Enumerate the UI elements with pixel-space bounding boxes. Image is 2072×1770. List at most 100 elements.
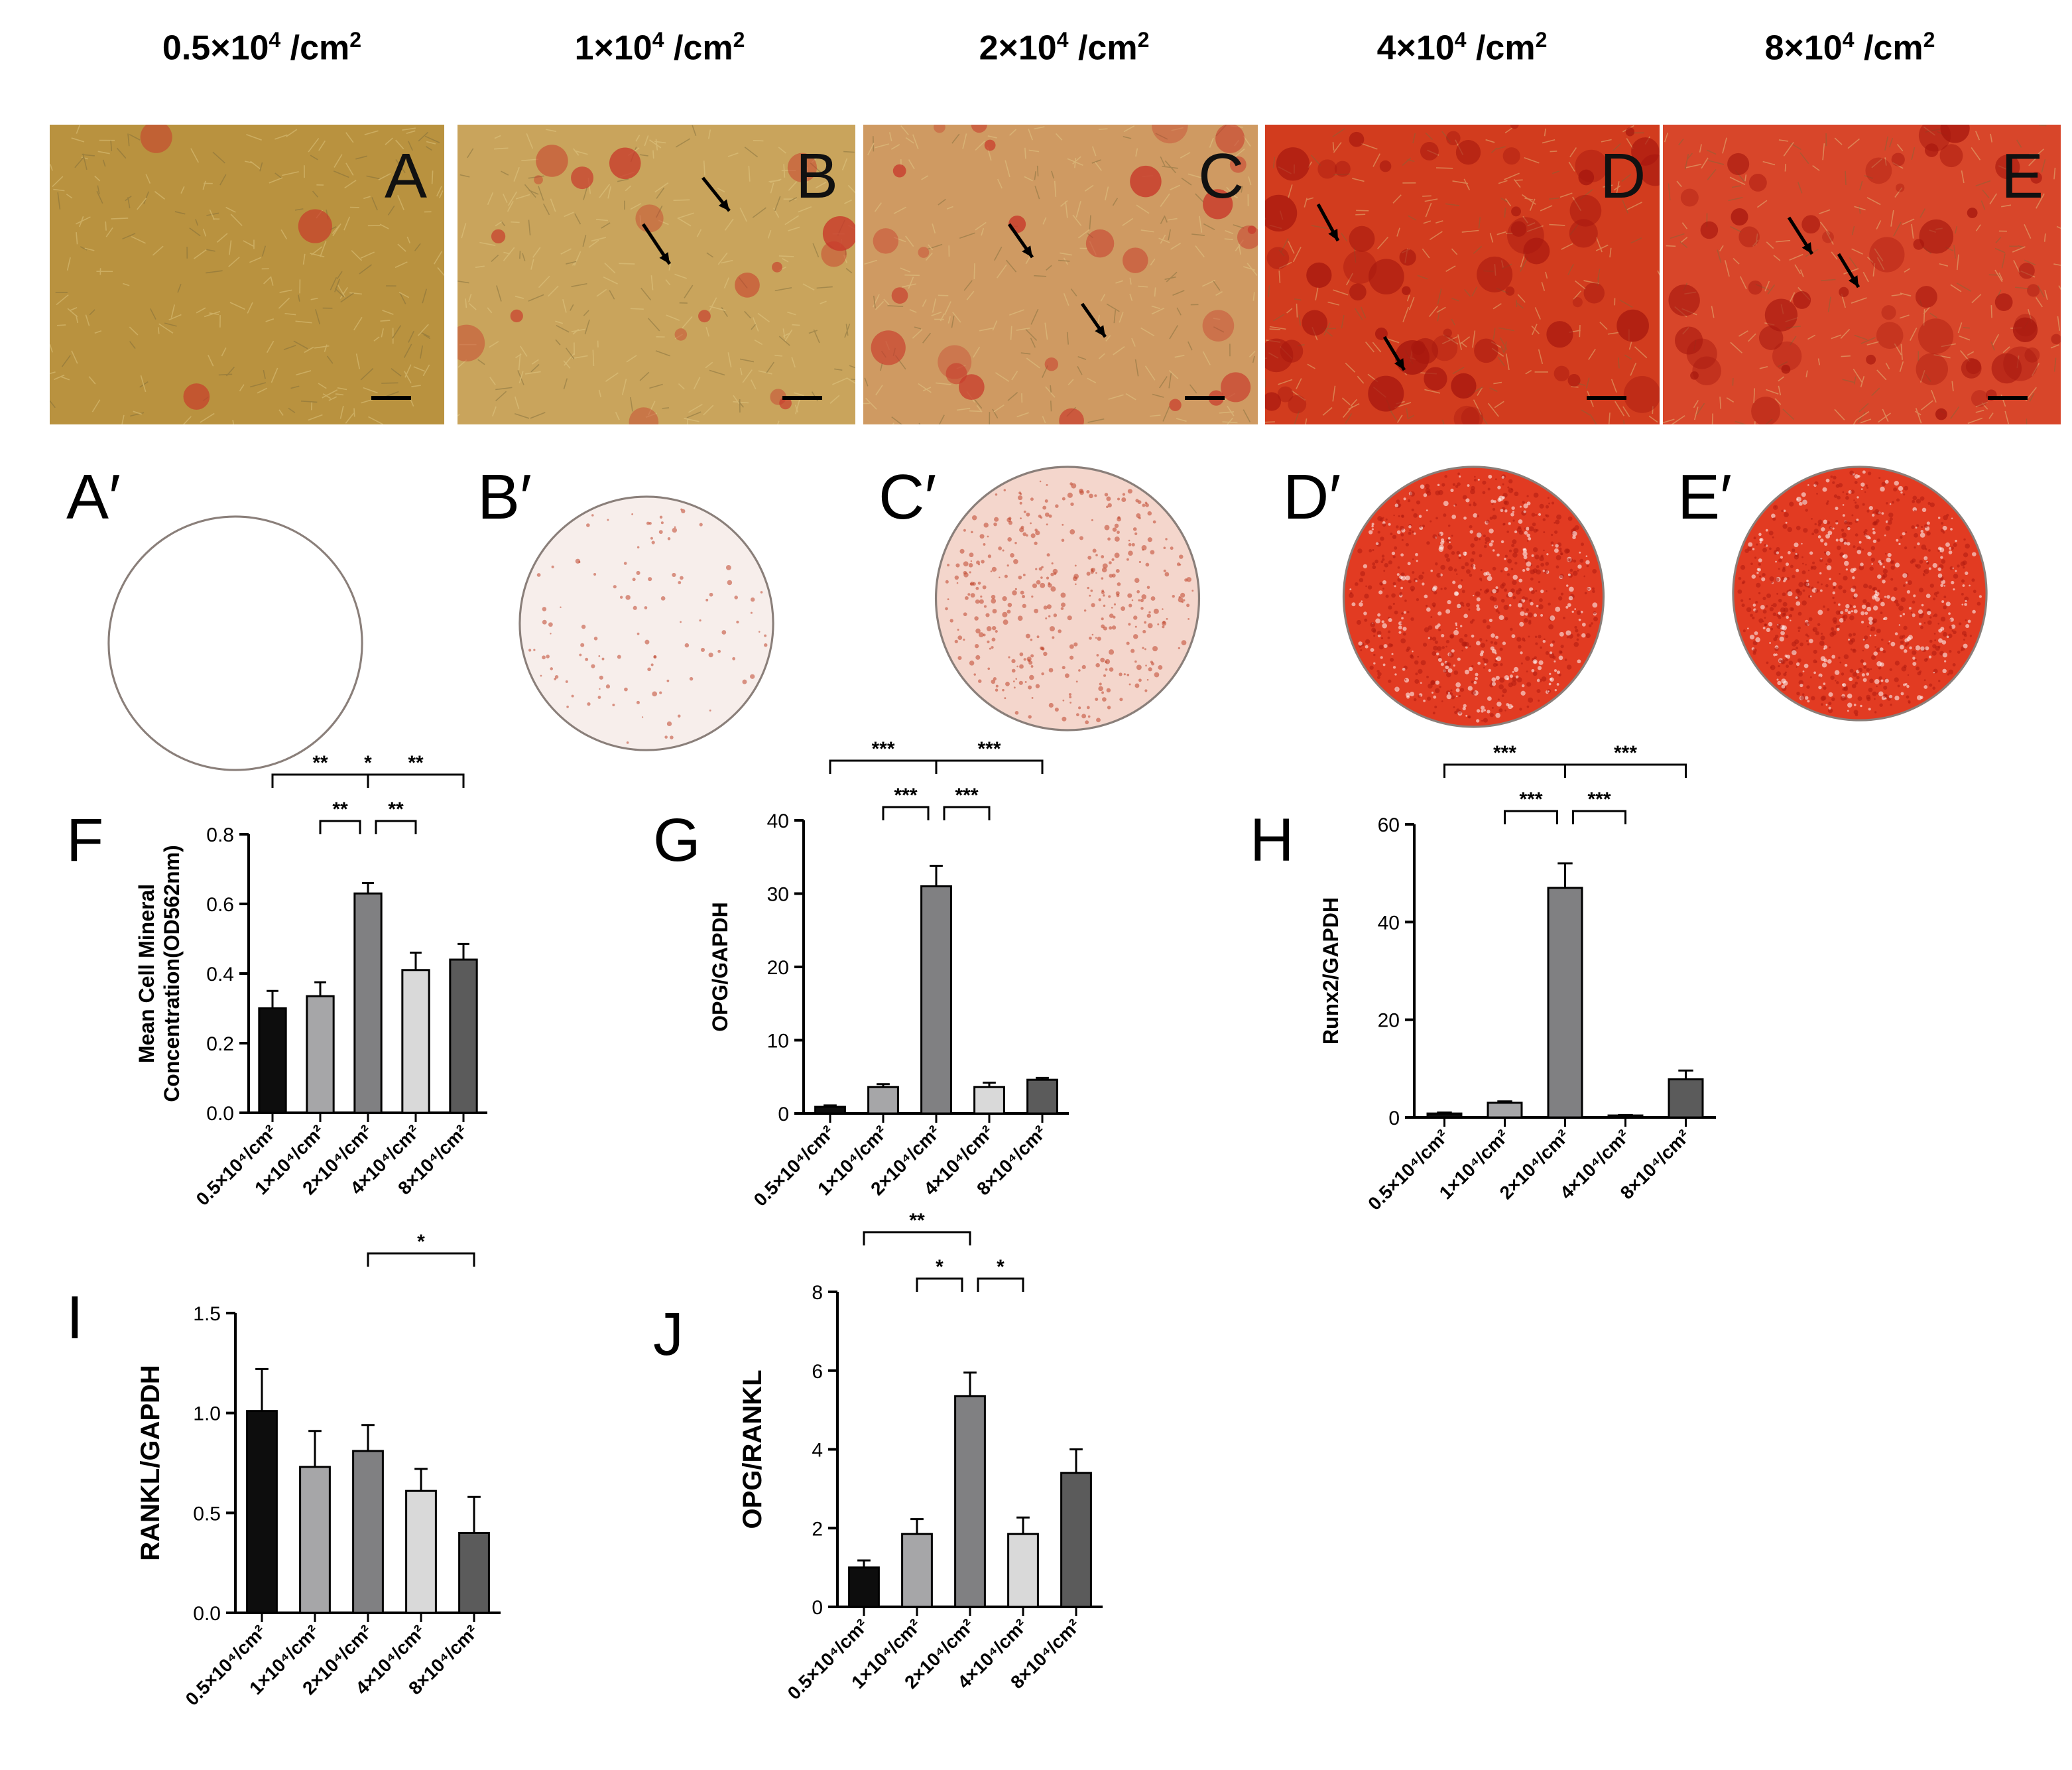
bar-2: [867, 1086, 899, 1115]
significance-marker: *: [936, 1256, 944, 1278]
y-axis-label: OPG/RANKL: [738, 1370, 767, 1529]
significance-bracket: *: [367, 1231, 475, 1267]
micrograph-background: [457, 125, 855, 424]
mineral-nodules: [457, 145, 855, 424]
y-tick-label: 0.0: [206, 1103, 234, 1125]
significance-marker: *: [364, 752, 372, 774]
y-tick-label: 4: [812, 1440, 823, 1462]
significance-marker: ***: [1614, 742, 1637, 764]
panel-letter-a: A: [385, 141, 427, 212]
well-image-e: [1731, 464, 1989, 723]
mineral-nodules: [1265, 125, 1660, 424]
significance-bracket: **: [367, 752, 465, 788]
significance-bracket: ***: [882, 785, 930, 820]
column-title-2: 1×104 /cm2: [574, 28, 745, 68]
y-tick-label: 0: [812, 1597, 823, 1619]
bar-4: [973, 1086, 1005, 1115]
dish-label-b: B′: [477, 462, 532, 533]
y-tick-label: 0.0: [193, 1603, 221, 1625]
stain-speckles: [945, 480, 1194, 725]
arrow-icons: [641, 176, 731, 265]
cell-texture: [1663, 125, 2061, 424]
y-tick-label: 6: [812, 1361, 823, 1383]
micrograph-background: [863, 125, 1258, 424]
significance-bracket: ***: [935, 738, 1044, 774]
significance-bracket: *: [977, 1256, 1024, 1292]
y-axis-label: Mean Cell Mineral: [135, 884, 158, 1063]
y-tick-label: 1.5: [193, 1303, 221, 1325]
y-tick-label: 0.5: [193, 1503, 221, 1525]
column-title-1: 0.5×104 /cm2: [162, 28, 362, 68]
bar-5: [1060, 1472, 1092, 1608]
mineral-nodules: [140, 125, 332, 410]
cell-texture: [50, 125, 444, 424]
well-fill: [1732, 466, 1988, 722]
column-title-5: 8×104 /cm2: [1764, 28, 1935, 68]
y-axis-label: Runx2/GAPDH: [1319, 897, 1343, 1044]
bar-3: [920, 885, 952, 1115]
bar-1: [848, 1566, 880, 1608]
y-axis-label: RANKL/GAPDH: [136, 1365, 165, 1561]
y-tick-label: 10: [767, 1031, 789, 1052]
micrograph-a: A: [50, 125, 444, 424]
significance-marker: ***: [894, 785, 917, 806]
micrograph-c: C: [863, 125, 1258, 424]
significance-bracket: ***: [943, 785, 991, 820]
y-tick-label: 60: [1378, 814, 1400, 836]
well-image-c: [932, 464, 1203, 733]
significance-marker: **: [312, 752, 328, 774]
y-tick-label: 30: [767, 884, 789, 906]
significance-marker: **: [388, 798, 404, 820]
panel-letter-h: H: [1250, 806, 1294, 874]
well-image-a: [106, 514, 365, 773]
significance-marker: ***: [1519, 789, 1542, 810]
well-image-b: [517, 494, 776, 753]
significance-bracket: **: [863, 1210, 971, 1245]
column-title-3: 2×104 /cm2: [979, 28, 1150, 68]
y-tick-label: 0: [1388, 1107, 1400, 1129]
y-tick-label: 0.6: [206, 894, 234, 916]
arrow-icons: [1316, 203, 1406, 371]
micrograph-d: D: [1265, 125, 1660, 424]
significance-marker: ***: [955, 785, 978, 806]
bar-2: [901, 1533, 933, 1608]
well-fill: [107, 515, 363, 771]
stain-speckles: [528, 508, 768, 744]
x-tick-label: 0.5×10⁴/cm²: [784, 1615, 873, 1704]
well-fill: [518, 495, 774, 751]
significance-marker: ***: [1587, 789, 1611, 810]
significance-marker: **: [909, 1210, 925, 1232]
arrow-icons: [1787, 216, 1860, 288]
dish-label-a: A′: [66, 462, 121, 533]
stain-speckles: [1737, 470, 1982, 717]
significance-bracket: **: [319, 798, 361, 834]
y-tick-label: 40: [1378, 912, 1400, 934]
dish-label-e: E′: [1677, 462, 1733, 533]
y-tick-label: 2: [812, 1518, 823, 1540]
arrow-icons: [1007, 223, 1107, 338]
significance-bracket: *: [916, 1256, 963, 1292]
significance-marker: **: [408, 752, 424, 774]
y-tick-label: 20: [767, 957, 789, 979]
panel-letter-j: J: [653, 1300, 684, 1368]
significance-bracket: **: [375, 798, 417, 834]
significance-marker: *: [997, 1256, 1005, 1278]
significance-bracket: ***: [1564, 742, 1687, 778]
y-tick-label: 40: [767, 810, 789, 832]
y-tick-label: 0.8: [206, 824, 234, 846]
panel-letter-g: G: [653, 806, 701, 874]
well-fill: [1342, 466, 1605, 728]
significance-marker: ***: [1493, 742, 1516, 764]
y-tick-label: 20: [1378, 1010, 1400, 1032]
bar-4: [1007, 1533, 1039, 1608]
stain-speckles: [1349, 472, 1598, 723]
well-fill: [934, 466, 1201, 731]
micrograph-background: [50, 125, 444, 424]
dish-label-d: D′: [1283, 462, 1341, 533]
well-image-d: [1339, 464, 1608, 729]
significance-marker: ***: [871, 738, 894, 760]
panel-letter-b: B: [796, 141, 838, 212]
